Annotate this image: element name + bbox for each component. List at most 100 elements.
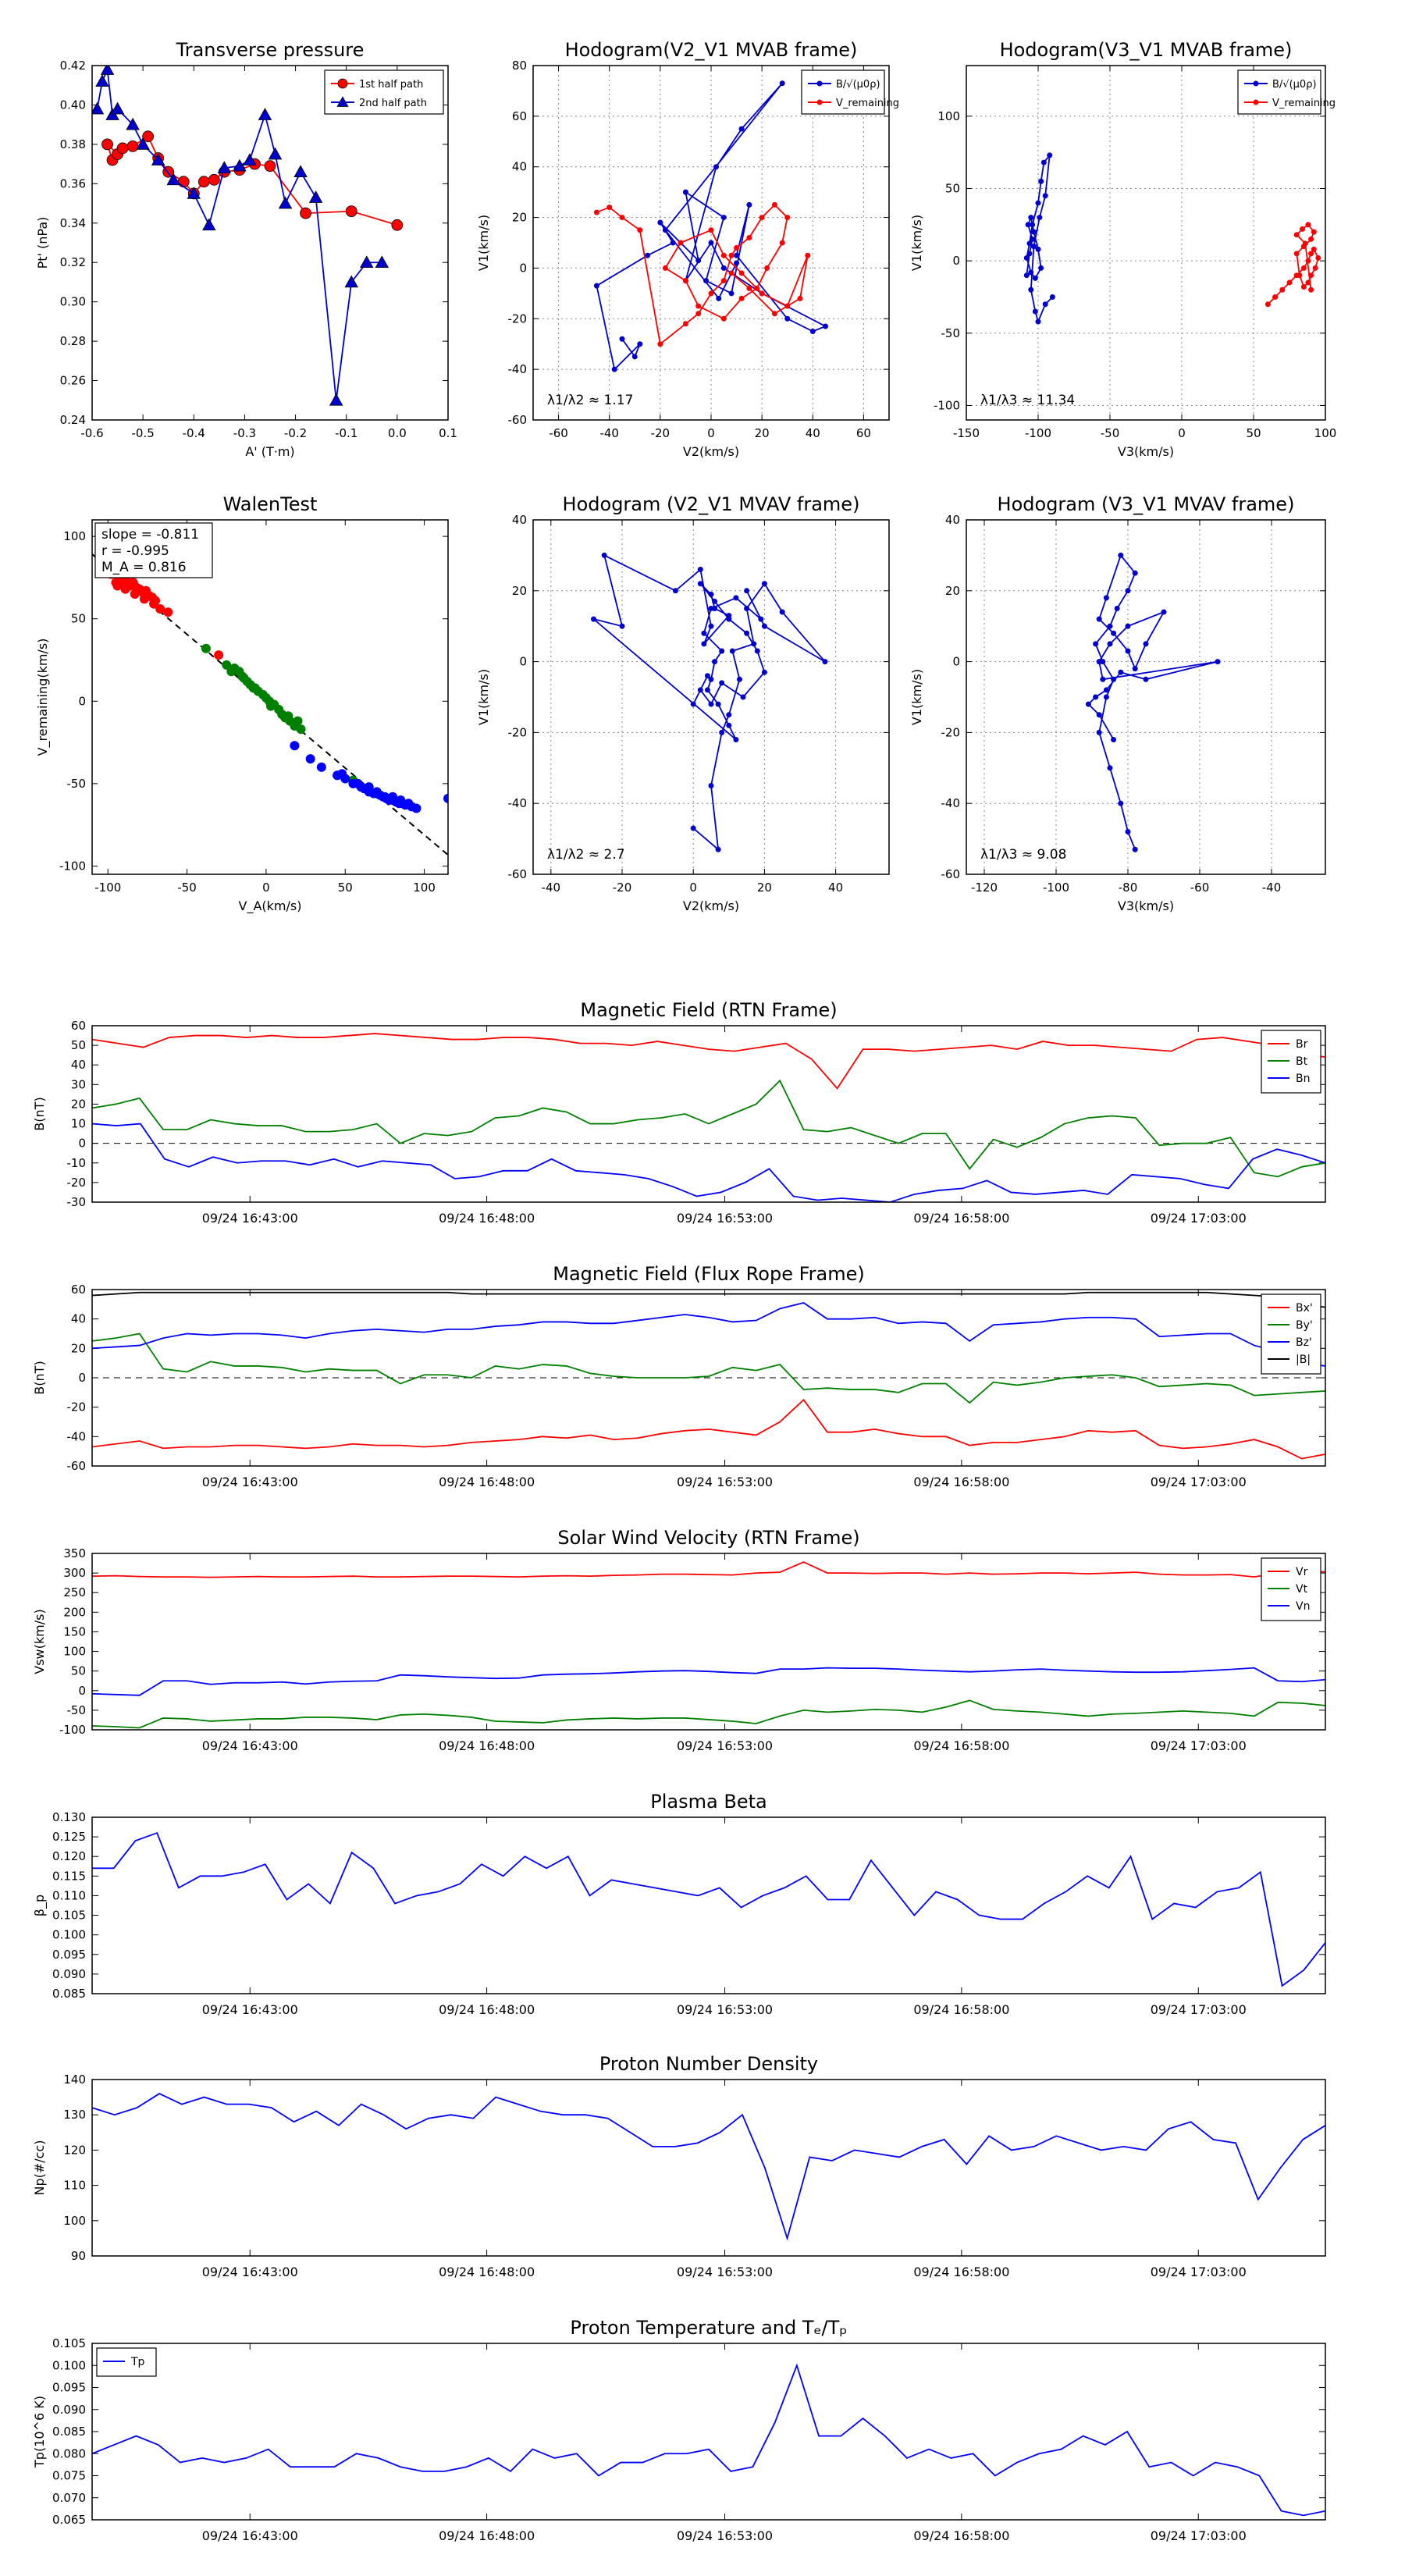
x-axis-label: V2(km/s)	[683, 898, 739, 913]
axes-border	[532, 519, 890, 875]
x-axis-label: V_A(km/s)	[239, 898, 302, 914]
data-point	[411, 803, 422, 813]
x-tick-label: -40	[542, 881, 561, 895]
plot-content	[92, 1033, 1325, 1202]
data-point	[758, 616, 764, 622]
series-line	[596, 204, 809, 346]
y-tick-label: 0.30	[60, 295, 86, 309]
data-point	[754, 285, 760, 291]
x-tick-label: 0.1	[439, 426, 457, 440]
plot-area	[92, 1553, 1325, 1730]
x-tick-label: 09/24 16:58:00	[913, 2528, 1009, 2543]
data-point	[1032, 275, 1038, 281]
data-point	[264, 160, 276, 173]
data-point	[1111, 736, 1117, 742]
x-tick-label: 09/24 16:48:00	[439, 2265, 535, 2279]
data-point	[1085, 701, 1091, 707]
y-tick-label: 0.115	[52, 1869, 86, 1883]
y-tick-label: 0	[519, 655, 527, 669]
x-tick-label: -50	[177, 881, 197, 895]
data-point	[744, 588, 750, 594]
x-tick-label: 0	[262, 881, 270, 895]
data-point	[1028, 215, 1034, 221]
x-tick-label: 09/24 17:03:00	[1151, 2002, 1247, 2017]
data-point	[734, 244, 740, 251]
data-point	[1032, 308, 1038, 315]
y-tick-label: 0.090	[52, 2403, 86, 2417]
data-point	[657, 341, 663, 347]
axes-border	[91, 1816, 1326, 1994]
data-point	[1308, 236, 1314, 242]
data-point	[759, 215, 765, 221]
series-green	[201, 643, 358, 785]
y-tick-label: 0.100	[52, 1928, 86, 1942]
chart-title: Hodogram(V3_V1 MVAB frame)	[1000, 39, 1293, 61]
legend-label: Vn	[1296, 1600, 1310, 1613]
y-tick-label: 0.125	[52, 1830, 86, 1844]
series-v-remaining	[1264, 222, 1321, 308]
data-point	[704, 673, 710, 679]
series-v-remaining	[593, 201, 811, 347]
data-point	[631, 354, 638, 360]
data-point	[1107, 641, 1113, 647]
data-point	[120, 584, 130, 594]
y-tick-label: -100	[59, 859, 86, 873]
legend-label: Bt	[1296, 1055, 1308, 1068]
data-point	[293, 165, 308, 178]
data-point	[1132, 666, 1138, 672]
data-point	[708, 623, 714, 629]
y-tick-label: 0.095	[52, 1948, 86, 1962]
data-point	[126, 117, 140, 130]
data-point	[92, 101, 105, 115]
data-point	[720, 215, 727, 221]
legend: Bx' By' Bz' |B|	[1261, 1293, 1321, 1375]
x-tick-label: 60	[856, 426, 871, 440]
data-point	[316, 762, 326, 772]
legend-label: |B|	[1296, 1354, 1311, 1366]
data-point	[657, 219, 663, 226]
data-point	[611, 366, 617, 372]
data-point	[1035, 318, 1041, 325]
chart-hodogram-v2v1-mvab: -60 -40 -20 0 20 40 60 -60 -40 -20 0 20 40 60 80 Hodogr…	[476, 39, 899, 459]
chart-magnetic-field-rtn: 09/24 16:43:00 09/24 16:48:00 09/24 16:53:…	[32, 999, 1326, 1226]
axes-border	[91, 1289, 1326, 1467]
data-point	[708, 676, 714, 682]
data-point	[726, 722, 732, 728]
data-point	[217, 161, 232, 173]
y-tick-label: 150	[63, 1624, 86, 1638]
y-tick-label: 0	[952, 254, 960, 268]
plot-area	[92, 2080, 1325, 2256]
y-axis-label: Np(#/cc)	[32, 2140, 47, 2196]
data-point	[754, 648, 760, 654]
data-point	[746, 285, 752, 291]
data-point	[1308, 251, 1314, 257]
x-tick-label: 09/24 16:48:00	[439, 2002, 535, 2017]
y-tick-label: 100	[63, 2214, 86, 2228]
data-point	[712, 606, 718, 611]
x-tick-label: 09/24 17:03:00	[1151, 1738, 1247, 1753]
legend-label: Bz'	[1296, 1336, 1312, 1349]
y-tick-label: 300	[63, 1566, 86, 1580]
y-axis-label: V1(km/s)	[909, 215, 924, 271]
series-vn	[92, 1667, 1325, 1696]
legend: B/√(μ0ρ) V_remaining	[801, 69, 899, 115]
y-tick-label: 0.26	[60, 374, 86, 388]
plot-content	[92, 1291, 1325, 1460]
data-point	[1111, 676, 1117, 682]
plot-area	[966, 520, 1325, 874]
y-tick-label: -100	[934, 398, 960, 412]
data-point	[695, 303, 702, 309]
series-v	[591, 552, 828, 852]
data-point	[1093, 694, 1099, 700]
axes-border	[966, 65, 1326, 421]
data-point	[708, 290, 714, 297]
data-point	[345, 205, 357, 218]
data-point	[662, 227, 668, 233]
data-point	[690, 701, 696, 707]
data-point	[593, 209, 599, 215]
data-point	[337, 769, 347, 779]
plot-area	[966, 66, 1325, 420]
legend-label: By'	[1296, 1319, 1313, 1332]
plot-content	[92, 2093, 1325, 2241]
x-tick-label: 09/24 16:53:00	[677, 1475, 773, 1489]
